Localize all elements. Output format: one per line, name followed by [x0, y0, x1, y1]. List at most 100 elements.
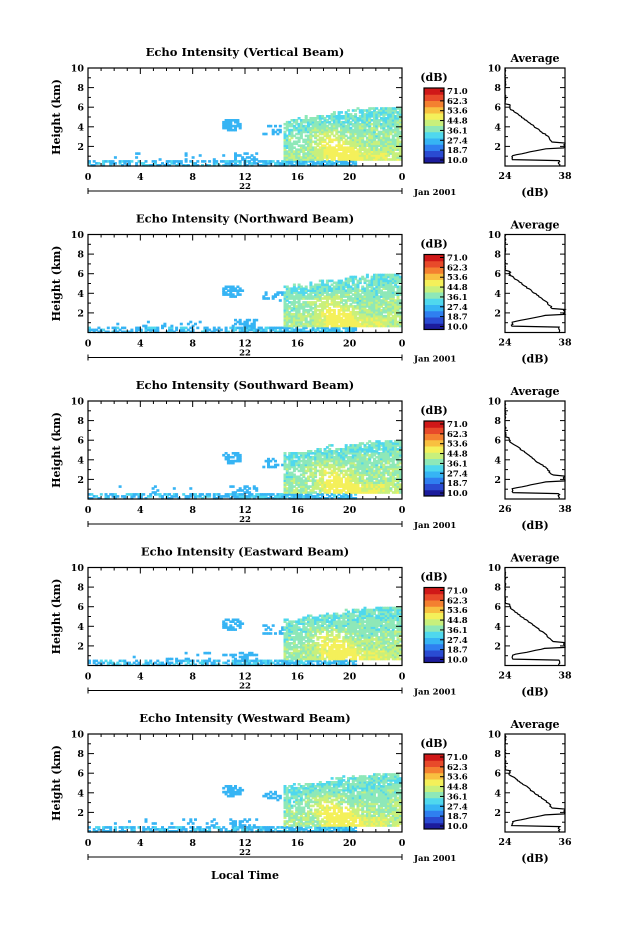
heatmap-cell: [361, 448, 365, 451]
heatmap-cell: [191, 156, 195, 159]
heatmap-cell: [349, 457, 353, 461]
heatmap-cell: [351, 328, 355, 332]
heatmap-cell: [229, 459, 233, 463]
heatmap-cell: [330, 117, 334, 120]
heatmap-cell: [325, 320, 329, 324]
heatmap-cell: [304, 616, 308, 620]
heatmap-cell: [396, 452, 400, 455]
heatmap-cell: [328, 128, 332, 132]
heatmap-cell: [238, 293, 242, 296]
heatmap-cell: [88, 497, 91, 500]
heatmap-cell: [354, 109, 358, 112]
heatmap-cell: [179, 661, 183, 665]
heatmap-cell: [358, 444, 362, 447]
heatmap-cell: [299, 134, 303, 138]
heatmap-cell: [224, 661, 228, 665]
heatmap-cell: [283, 293, 287, 296]
heatmap-cell: [330, 465, 334, 469]
heatmap-cell: [358, 461, 362, 465]
heatmap-cell: [307, 124, 310, 128]
heatmap-cell: [316, 493, 320, 496]
heatmap-cell: [373, 111, 376, 114]
heatmap-cell: [332, 330, 336, 334]
heatmap-cell: [325, 303, 329, 306]
heatmap-cell: [184, 659, 188, 663]
heatmap-cell: [365, 489, 369, 492]
heatmap-cell: [264, 291, 268, 294]
heatmap-cell: [297, 655, 301, 659]
heatmap-cell: [226, 457, 230, 461]
heatmap-cell: [299, 322, 303, 326]
heatmap-cell: [297, 485, 301, 488]
heatmap-cell: [318, 477, 322, 480]
heatmap-cell: [285, 305, 289, 308]
heatmap-cell: [290, 624, 294, 627]
heatmap-cell: [365, 111, 369, 114]
heatmap-cell: [354, 326, 358, 330]
heatmap-cell: [285, 136, 289, 140]
heatmap-cell: [128, 160, 131, 163]
heatmap-cell: [356, 156, 360, 159]
heatmap-cell: [226, 164, 230, 167]
colorbar-swatch: [424, 88, 444, 95]
heatmap-cell: [351, 162, 355, 165]
heatmap-cell: [116, 661, 120, 665]
heatmap-cell: [361, 473, 365, 477]
heatmap-cell: [365, 467, 369, 471]
heatmap-cell: [278, 162, 282, 165]
heatmap-cell: [292, 645, 296, 649]
heatmap-cell: [325, 119, 329, 122]
heatmap-cell: [288, 160, 292, 163]
heatmap-cell: [335, 291, 339, 294]
heatmap-cell: [309, 301, 313, 304]
heatmap-cell: [375, 324, 379, 328]
heatmap-cell: [302, 164, 306, 167]
heatmap-cell: [283, 134, 287, 138]
heatmap-cell: [307, 661, 310, 665]
heatmap-cell: [375, 316, 379, 320]
heatmap-cell: [314, 156, 318, 159]
heatmap-cell: [361, 461, 365, 465]
heatmap-cell: [309, 473, 313, 477]
heatmap-cell: [335, 316, 339, 320]
heatmap-cell: [349, 136, 353, 140]
heatmap-cell: [351, 109, 355, 112]
heatmap-cell: [342, 117, 346, 120]
heatmap-cell: [380, 136, 383, 140]
heatmap-cell: [283, 657, 287, 661]
heatmap-cell: [156, 663, 160, 667]
heatmap-cell: [356, 459, 360, 463]
heatmap-cell: [295, 659, 299, 663]
heatmap-cell: [321, 303, 325, 306]
heatmap-cell: [342, 461, 346, 465]
heatmap-cell: [292, 126, 296, 130]
heatmap-cell: [391, 144, 395, 147]
heatmap-cell: [278, 630, 282, 633]
heatmap-cell: [358, 322, 362, 326]
y-tick-label: 6: [77, 269, 84, 280]
heatmap-cell: [387, 452, 391, 455]
heatmap-cell: [113, 162, 117, 165]
heatmap-cell: [144, 328, 148, 332]
heatmap-cell: [307, 295, 310, 298]
heatmap-cell: [292, 285, 296, 289]
heatmap-cell: [368, 446, 372, 449]
heatmap-cell: [113, 663, 117, 667]
heatmap-cell: [292, 642, 296, 645]
heatmap-cell: [363, 467, 367, 471]
heatmap-cell: [307, 164, 310, 167]
heatmap-cell: [328, 316, 332, 320]
heatmap-cell: [387, 457, 391, 461]
heatmap-cell: [375, 285, 379, 289]
heatmap-cell: [358, 134, 362, 138]
heatmap-cell: [391, 285, 395, 289]
heatmap-cell: [396, 158, 400, 161]
heatmap-cell: [384, 305, 388, 308]
heatmap-cell: [309, 318, 313, 322]
colorbar-unit: (dB): [420, 71, 447, 84]
heatmap-cell: [363, 291, 367, 294]
heatmap-cell: [297, 475, 301, 479]
heatmap-cell: [387, 275, 391, 279]
heatmap-cell: [375, 448, 379, 451]
heatmap-cell: [389, 475, 393, 479]
